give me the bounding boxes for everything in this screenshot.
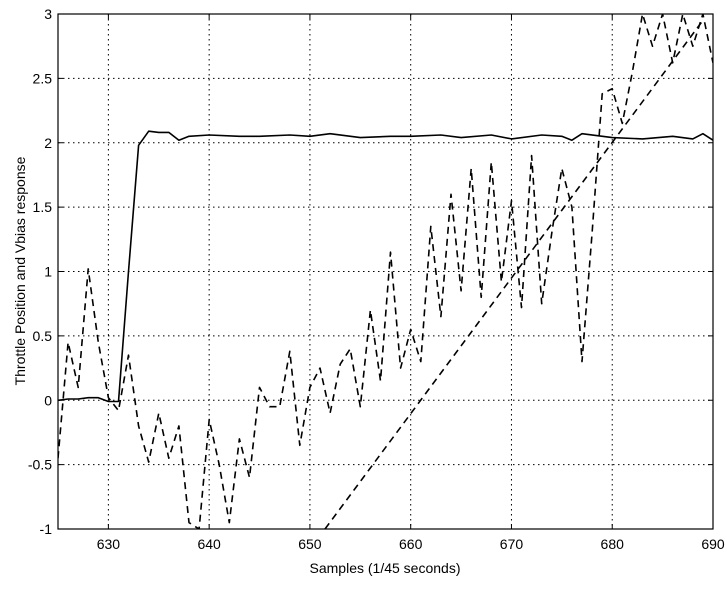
y-axis-label: Throttle Position and Vbias response bbox=[12, 156, 28, 385]
tick-labels: 630 640 650 660 670 680 690 -1 -0.5 0 0.5 1 1.5 2 2.5 3 bbox=[28, 6, 725, 552]
solid-series-line bbox=[58, 130, 713, 403]
x-tick-label: 680 bbox=[601, 536, 625, 552]
y-tick-label: 3 bbox=[44, 6, 52, 22]
dashed-series-line bbox=[324, 19, 704, 529]
grid bbox=[58, 14, 713, 529]
y-tick-label: 0 bbox=[44, 392, 52, 408]
y-tick-label: 2 bbox=[44, 135, 52, 151]
x-tick-label: 690 bbox=[701, 536, 725, 552]
x-tick-label: 650 bbox=[298, 536, 322, 552]
y-tick-label: 1 bbox=[44, 264, 52, 280]
y-tick-label: 1.5 bbox=[33, 199, 53, 215]
y-tick-label: -0.5 bbox=[28, 457, 52, 473]
y-tick-label: 0.5 bbox=[33, 328, 53, 344]
series-group bbox=[58, 14, 713, 529]
tick-marks bbox=[58, 13, 714, 530]
x-tick-label: 640 bbox=[197, 536, 221, 552]
y-tick-label: 2.5 bbox=[33, 70, 53, 86]
dashed-series-line bbox=[58, 14, 713, 529]
plot-frame bbox=[57, 13, 714, 530]
x-tick-label: 660 bbox=[399, 536, 423, 552]
x-axis-label: Samples (1/45 seconds) bbox=[310, 560, 461, 576]
x-tick-label: 670 bbox=[500, 536, 524, 552]
y-tick-label: -1 bbox=[40, 521, 53, 537]
x-tick-label: 630 bbox=[97, 536, 121, 552]
